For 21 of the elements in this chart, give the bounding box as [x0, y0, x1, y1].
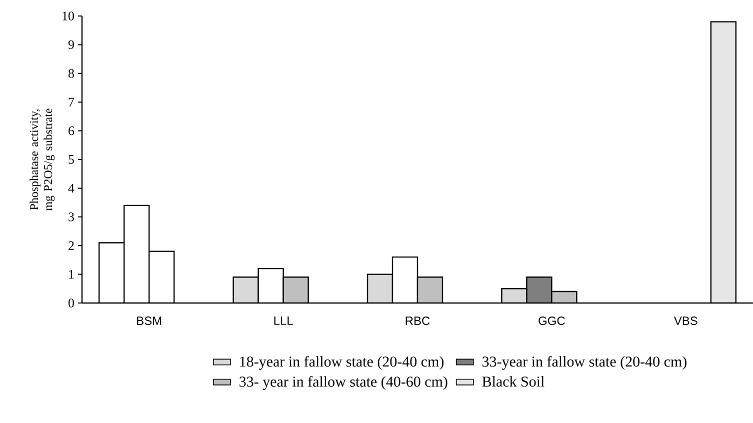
- legend-label: Black Soil: [482, 376, 544, 387]
- y-tick-label: 8: [68, 69, 74, 78]
- legend-label: 18-year in fallow state (20-40 cm): [240, 356, 444, 370]
- y-tick-label: 7: [68, 98, 74, 106]
- y-tick-label: 5: [68, 155, 74, 164]
- x-tick-label: RBC: [406, 316, 430, 326]
- y-tick-label: 3: [68, 212, 74, 222]
- y-tick-label: 6: [68, 126, 74, 136]
- y-tick-label: 9: [68, 40, 74, 50]
- y-tick-label: 10: [62, 12, 74, 20]
- y-tick-label: 2: [68, 241, 74, 250]
- y-tick-label: 1: [69, 270, 74, 279]
- x-tick-label: GGC: [538, 316, 565, 326]
- legend-label: 33-year in fallow state (20-40 cm): [482, 356, 686, 370]
- legend-label: 33- year in fallow state (40-60 cm): [240, 376, 448, 390]
- y-axis-title: Phosphatase activity, mg P2O5/g substrate: [30, 108, 55, 211]
- y-tick-label: 4: [68, 184, 74, 192]
- x-tick-label: LLL: [274, 316, 293, 325]
- x-tick-label: BSM: [137, 316, 162, 326]
- x-tick-label: VBS: [674, 316, 698, 326]
- y-tick-label: 0: [68, 298, 74, 308]
